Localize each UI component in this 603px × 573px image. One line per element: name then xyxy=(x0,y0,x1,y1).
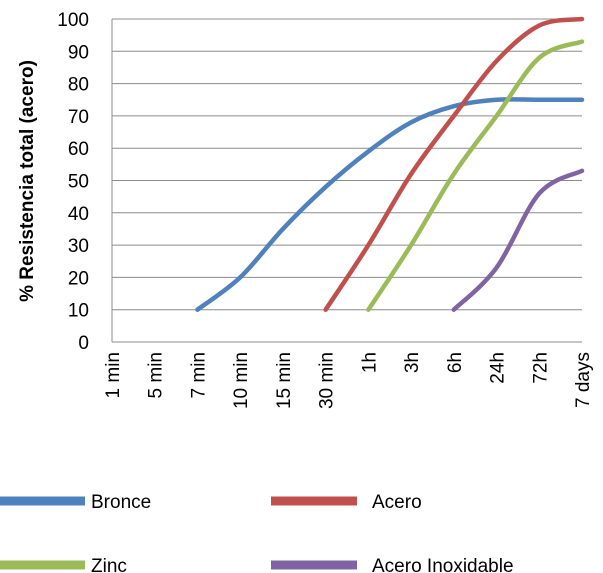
x-tick-label: 3h xyxy=(402,352,423,373)
x-tick-label: 1 min xyxy=(103,352,124,398)
x-tick-label: 24h xyxy=(488,352,509,384)
series-line-acero-inoxidable xyxy=(451,168,585,312)
y-tick-labels: 0 10 20 30 40 50 60 70 80 90 100 xyxy=(57,10,89,354)
legend-label: Zinc xyxy=(91,556,127,573)
legend-label: Acero Inoxidable xyxy=(372,556,514,573)
y-axis-label: % Resistencia total (acero) xyxy=(17,60,38,302)
grid-lines xyxy=(111,18,582,343)
legend-label: Bronce xyxy=(91,492,151,513)
x-tick-labels: 1 min 5 min 7 min 10 min 15 min 30 min 1h 3h 6h 2… xyxy=(103,352,594,409)
x-tick-label: 7 days xyxy=(573,352,594,408)
y-tick-label: 70 xyxy=(68,107,89,128)
y-tick-label: 90 xyxy=(68,42,89,63)
x-tick-label: 1h xyxy=(359,352,380,373)
series-line-bronce xyxy=(195,97,585,312)
y-tick-label: 40 xyxy=(68,204,89,225)
y-tick-label: 60 xyxy=(68,139,89,160)
y-tick-label: 10 xyxy=(68,301,89,322)
x-tick-label: 10 min xyxy=(231,352,252,409)
series-lines xyxy=(195,16,585,312)
legend: Bronce Acero Zinc Acero Inoxidable xyxy=(0,492,514,573)
y-tick-label: 50 xyxy=(68,172,89,193)
series-line-zinc xyxy=(366,39,585,312)
x-tick-label: 5 min xyxy=(146,352,167,398)
y-tick-label: 0 xyxy=(78,333,89,354)
legend-label: Acero xyxy=(372,492,422,513)
x-tick-label: 30 min xyxy=(317,352,338,409)
y-tick-label: 30 xyxy=(68,236,89,257)
y-tick-label: 100 xyxy=(57,10,89,31)
x-tick-label: 72h xyxy=(530,352,551,384)
x-tick-label: 6h xyxy=(445,352,466,373)
y-tick-label: 80 xyxy=(68,75,89,96)
x-tick-label: 7 min xyxy=(188,352,209,398)
series-line-acero xyxy=(323,16,585,312)
y-tick-label: 20 xyxy=(68,268,89,289)
x-tick-label: 15 min xyxy=(274,352,295,409)
